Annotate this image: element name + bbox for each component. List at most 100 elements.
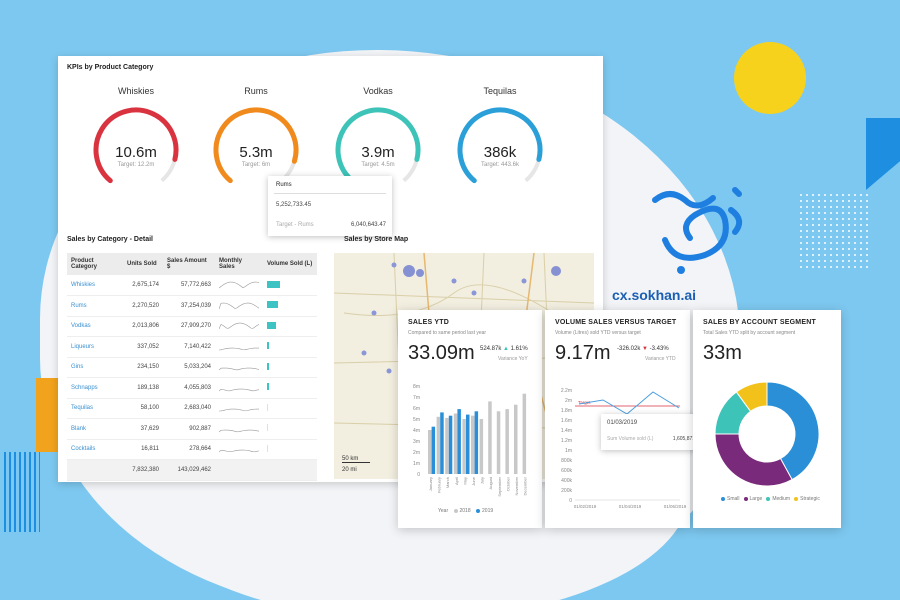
gauge-vodkas[interactable]: Vodkas 3.9m Target: 4.5m	[328, 86, 428, 198]
table-row[interactable]: Cocktails 16,811 278,664	[67, 439, 317, 460]
down-arrow-icon: ▼	[642, 346, 648, 352]
y-tick: 400k	[561, 478, 572, 484]
x-tick: January	[428, 477, 433, 491]
gauge-tequilas[interactable]: Tequilas 386k Target: 443.6k	[450, 86, 550, 198]
sparkline	[215, 275, 263, 296]
kpi-title: KPIs by Product Category	[67, 64, 154, 71]
sales-amount: 7,140,422	[163, 336, 215, 358]
category-link[interactable]: Schnapps	[67, 377, 123, 399]
total-units: 7,832,380	[123, 459, 163, 481]
legend-label: Year	[438, 508, 449, 514]
gauge-ring-icon	[93, 107, 179, 184]
gauge-label: Vodkas	[363, 86, 393, 96]
table-row[interactable]: Whiskies 2,675,174 57,772,663	[67, 275, 317, 296]
sales-amount: 27,909,270	[163, 316, 215, 337]
tooltip-date: 01/03/2019	[607, 420, 638, 426]
legend-label: Large	[749, 496, 763, 502]
delta-percent: 1.61%	[510, 346, 528, 352]
up-arrow-icon: ▲	[503, 346, 509, 352]
x-tick: July	[480, 477, 485, 484]
bar-2019	[440, 412, 444, 474]
sales-amount: 5,033,204	[163, 357, 215, 378]
table-row[interactable]: Vodkas 2,013,806 27,909,270	[67, 316, 317, 337]
volume-bar	[263, 275, 317, 296]
card-subtitle: Volume (Litres) sold YTD versus target	[555, 330, 641, 336]
gauge-target: Target: 6m	[241, 162, 271, 168]
category-link[interactable]: Gins	[67, 357, 123, 378]
volume-bar	[263, 398, 317, 419]
card-subtitle: Compared to same period last year	[408, 330, 487, 336]
sales-ytd-bar-chart: 8m 7m 6m 5m 4m 3m 2m 1m 0 January February March Apr…	[413, 384, 528, 497]
x-tick: April	[454, 477, 459, 485]
card-title: SALES BY ACCOUNT SEGMENT	[703, 319, 816, 326]
units-sold: 2,675,174	[123, 275, 163, 296]
category-link[interactable]: Blank	[67, 418, 123, 440]
y-tick: 2m	[413, 450, 420, 456]
table-row[interactable]: Liqueurs 337,052 7,140,422	[67, 336, 317, 358]
delta-amount: -326.02k	[617, 346, 641, 352]
table-row[interactable]: Blank 37,629 902,887	[67, 418, 317, 440]
x-tick: February	[437, 477, 442, 493]
col-header[interactable]: Monthly Sales	[215, 253, 263, 275]
legend-2018: 2018	[459, 508, 471, 514]
units-sold: 234,150	[123, 357, 163, 378]
col-header[interactable]: Volume Sold (L)	[263, 253, 317, 275]
category-link[interactable]: Vodkas	[67, 316, 123, 337]
map-title: Sales by Store Map	[344, 236, 409, 243]
category-link[interactable]: Liqueurs	[67, 336, 123, 358]
orange-bar	[36, 378, 58, 452]
gauge-progress	[213, 107, 299, 184]
y-tick: 1.8m	[561, 408, 572, 414]
table-row[interactable]: Schnapps 189,138 4,055,803	[67, 377, 317, 399]
sparkline	[215, 336, 263, 358]
bar-2018	[505, 409, 509, 474]
col-header[interactable]: Units Sold	[123, 253, 163, 275]
y-tick: 1.4m	[561, 428, 572, 434]
sparkline	[215, 398, 263, 419]
card-title: VOLUME SALES VERSUS TARGET	[555, 319, 677, 326]
volume-bar	[263, 439, 317, 460]
segment-value: 33m	[703, 342, 742, 364]
volume-bar	[263, 336, 317, 358]
sales-amount: 2,683,040	[163, 398, 215, 419]
gauge-value: 10.6m	[115, 144, 157, 161]
gauge-whiskies[interactable]: Whiskies 10.6m Target: 12.2m	[86, 86, 186, 198]
rums-tooltip: Rums 5,252,733.45 Target - Rums 6,040,64…	[268, 176, 392, 236]
category-link[interactable]: Rums	[67, 295, 123, 317]
y-tick: 1m	[413, 461, 420, 467]
bar-2019	[474, 411, 479, 474]
sales-ytd-delta: 524.87k ▲ 1.61%	[480, 346, 528, 352]
volume-sales-card: VOLUME SALES VERSUS TARGET Volume (Litre…	[545, 310, 707, 528]
category-link[interactable]: Whiskies	[67, 275, 123, 296]
y-tick: 200k	[561, 488, 572, 494]
table-row[interactable]: Rums 2,270,520 37,254,039	[67, 295, 317, 317]
volume-bar	[263, 316, 317, 337]
x-tick: March	[445, 477, 450, 488]
gauge-rums[interactable]: Rums 5.3m Target: 6m	[206, 86, 306, 198]
category-link[interactable]: Cocktails	[67, 439, 123, 460]
table-row[interactable]: Gins 234,150 5,033,204	[67, 357, 317, 378]
x-tick: 01/02/2019	[574, 504, 597, 509]
table-row[interactable]: Tequilas 58,100 2,683,040	[67, 398, 317, 419]
legend-2019: 2019	[482, 508, 494, 514]
bar-2018	[488, 401, 492, 474]
bar-2018	[522, 393, 527, 474]
bar-2018	[514, 404, 518, 474]
volume-bar	[263, 357, 317, 378]
col-header[interactable]: Product Category	[67, 253, 123, 275]
category-link[interactable]: Tequilas	[67, 398, 123, 419]
donut-slice-strategic	[735, 381, 768, 413]
y-tick: 5m	[413, 417, 420, 423]
x-tick: 01/06/2019	[664, 504, 687, 509]
col-header[interactable]: Sales Amount $	[163, 253, 215, 275]
y-tick: 4m	[413, 428, 420, 434]
stripe-lines	[4, 452, 40, 532]
sparkline	[215, 377, 263, 399]
legend-label: Medium	[772, 496, 791, 502]
x-tick: December	[523, 476, 528, 495]
delta-amount: 524.87k	[480, 346, 502, 352]
bar-2019	[457, 409, 461, 474]
legend-label: Strategic	[800, 496, 820, 502]
gauge-ring-icon	[457, 107, 543, 184]
bar-2018	[471, 415, 475, 474]
